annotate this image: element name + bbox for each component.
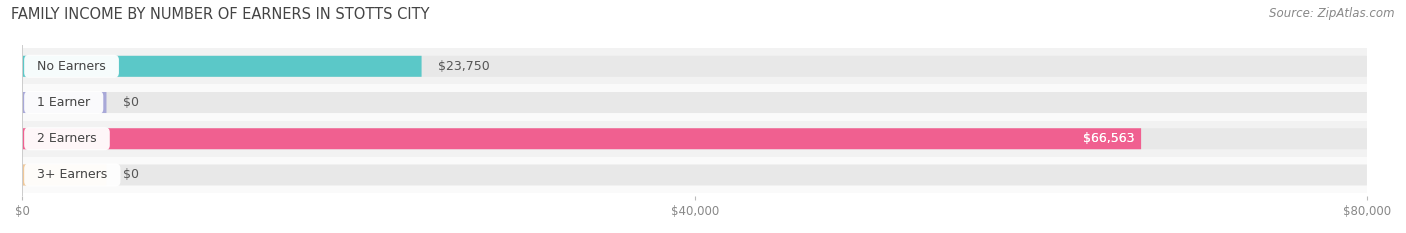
Text: $66,563: $66,563 [1083, 132, 1135, 145]
Text: $23,750: $23,750 [437, 60, 489, 73]
Text: $66,563: $66,563 [1083, 132, 1135, 145]
FancyBboxPatch shape [22, 92, 1367, 113]
Text: No Earners: No Earners [30, 60, 114, 73]
Text: $0: $0 [122, 96, 139, 109]
Text: 3+ Earners: 3+ Earners [30, 168, 115, 182]
FancyBboxPatch shape [22, 128, 1367, 149]
Text: $0: $0 [122, 168, 139, 182]
FancyBboxPatch shape [22, 56, 1367, 77]
Bar [22, 84, 1367, 121]
Text: FAMILY INCOME BY NUMBER OF EARNERS IN STOTTS CITY: FAMILY INCOME BY NUMBER OF EARNERS IN ST… [11, 7, 430, 22]
Bar [22, 121, 1367, 157]
Text: Source: ZipAtlas.com: Source: ZipAtlas.com [1270, 7, 1395, 20]
Bar [22, 157, 1367, 193]
FancyBboxPatch shape [22, 164, 1367, 185]
FancyBboxPatch shape [22, 128, 1142, 149]
FancyBboxPatch shape [22, 164, 107, 185]
Text: 2 Earners: 2 Earners [30, 132, 105, 145]
FancyBboxPatch shape [22, 56, 422, 77]
Text: 1 Earner: 1 Earner [30, 96, 98, 109]
Bar [22, 48, 1367, 84]
FancyBboxPatch shape [22, 92, 107, 113]
